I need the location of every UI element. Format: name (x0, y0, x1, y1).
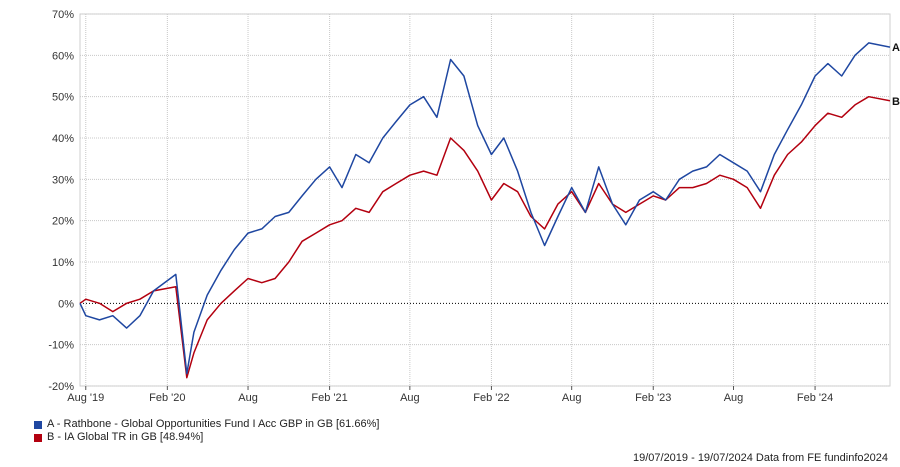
y-tick-label: 70% (52, 9, 74, 21)
x-tick-label: Aug (724, 392, 744, 404)
x-tick-label: Feb '21 (311, 392, 347, 404)
x-tick-label: Aug (562, 392, 582, 404)
y-tick-label: 30% (52, 174, 74, 186)
series-lines (79, 42, 891, 379)
x-tick-label: Feb '22 (473, 392, 509, 404)
x-axis: Aug '19 Feb '20 Aug Feb '21 Aug Feb '22 Aug Feb… (67, 386, 833, 404)
x-tick-label: Aug '19 (67, 392, 104, 404)
legend: A - Rathbone - Global Opportunities Fund… (34, 418, 379, 444)
legend-swatch-b (34, 433, 42, 442)
y-tick-label: -20% (48, 381, 74, 393)
y-tick-label: 50% (52, 92, 74, 104)
series-line-a (79, 42, 891, 375)
x-tick-label: Feb '24 (797, 392, 833, 404)
x-tick-label: Feb '23 (635, 392, 671, 404)
x-tick-label: Aug (238, 392, 258, 404)
legend-label-a: A - Rathbone - Global Opportunities Fund… (47, 418, 380, 430)
y-axis: 70% 60% 50% 40% 30% 20% 10% 0% -10% -20% (48, 9, 74, 393)
end-label-b: B (892, 96, 900, 108)
y-tick-label: 0% (58, 298, 74, 310)
x-tick-label: Feb '20 (149, 392, 185, 404)
legend-item-b: B - IA Global TR in GB [48.94%] (34, 431, 379, 444)
legend-item-a: A - Rathbone - Global Opportunities Fund… (34, 418, 379, 431)
y-tick-label: 20% (52, 216, 74, 228)
legend-swatch-a (34, 420, 42, 429)
end-label-a: A (892, 42, 900, 54)
grid (79, 13, 891, 387)
y-tick-label: 10% (52, 257, 74, 269)
legend-label-b: B - IA Global TR in GB [48.94%] (47, 431, 204, 443)
plot-border (79, 13, 891, 387)
series-end-labels: BA (892, 42, 900, 108)
y-tick-label: 60% (52, 50, 74, 62)
y-tick-label: -10% (48, 340, 74, 352)
source-note: 19/07/2019 - 19/07/2024 Data from FE fun… (632, 452, 888, 464)
x-tick-label: Aug (400, 392, 420, 404)
performance-chart: 70% 60% 50% 40% 30% 20% 10% 0% -10% -20% Aug '19 F… (48, 9, 900, 404)
series-line-b (79, 95, 891, 379)
y-tick-label: 40% (52, 133, 74, 145)
